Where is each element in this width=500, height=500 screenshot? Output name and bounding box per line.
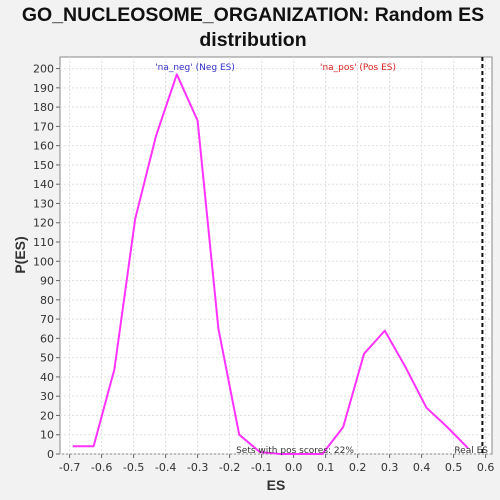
y-tick-label: 20 xyxy=(40,409,54,422)
y-tick-label: 50 xyxy=(40,352,54,365)
y-tick-label: 10 xyxy=(40,429,54,442)
y-tick-label: 90 xyxy=(40,275,54,288)
real-es-label: Real ES xyxy=(454,446,488,456)
x-axis-label: ES xyxy=(267,477,286,493)
y-tick-label: 40 xyxy=(40,371,54,384)
y-axis-label: P(ES) xyxy=(12,236,28,273)
x-tick-label: -0.5 xyxy=(123,461,144,474)
x-tick-label: 0.6 xyxy=(477,461,495,474)
y-tick-label: 200 xyxy=(33,63,54,76)
x-tick-label: -0.2 xyxy=(219,461,240,474)
y-tick-label: 0 xyxy=(47,448,54,461)
y-tick-label: 60 xyxy=(40,332,54,345)
y-tick-label: 70 xyxy=(40,313,54,326)
x-tick-label: 0.0 xyxy=(285,461,303,474)
y-tick-label: 160 xyxy=(33,140,54,153)
plot-area xyxy=(59,56,493,455)
x-axis-ticks: -0.7 -0.6 -0.5 -0.4 -0.3 -0.2 -0.1 0.0 0.1 0.2 0.3… xyxy=(59,454,494,474)
y-tick-label: 30 xyxy=(40,390,54,403)
y-tick-label: 140 xyxy=(33,178,54,191)
x-tick-label: -0.1 xyxy=(251,461,272,474)
y-tick-label: 190 xyxy=(33,82,54,95)
x-tick-label: 0.3 xyxy=(381,461,399,474)
y-tick-label: 130 xyxy=(33,197,54,210)
x-tick-label: 0.1 xyxy=(317,461,335,474)
random-es-distribution-line xyxy=(72,73,469,455)
y-tick-label: 80 xyxy=(40,294,54,307)
x-tick-label: 0.2 xyxy=(349,461,367,474)
x-tick-label: -0.6 xyxy=(91,461,112,474)
neg-es-label: 'na_neg' (Neg ES) xyxy=(155,63,235,73)
chart-title-line-1: GO_NUCLEOSOME_ORGANIZATION: Random ES xyxy=(22,4,484,26)
pos-es-label: 'na_pos' (Pos ES) xyxy=(320,63,396,73)
y-tick-label: 120 xyxy=(33,217,54,230)
y-tick-label: 170 xyxy=(33,120,54,133)
chart-title-line-2: distribution xyxy=(199,29,306,51)
y-axis-ticks: 0 10 20 30 40 50 60 70 80 90 100 110 120 130 140 150 160… xyxy=(33,63,60,461)
y-tick-label: 100 xyxy=(33,255,54,268)
y-tick-label: 110 xyxy=(33,236,54,249)
y-tick-label: 150 xyxy=(33,159,54,172)
x-tick-label: -0.7 xyxy=(59,461,80,474)
x-tick-label: -0.4 xyxy=(155,461,176,474)
x-tick-label: 0.4 xyxy=(413,461,431,474)
sets-pos-scores-label: Sets with pos scores: 22% xyxy=(236,446,354,456)
y-tick-label: 180 xyxy=(33,101,54,114)
x-tick-label: -0.3 xyxy=(187,461,208,474)
x-tick-label: 0.5 xyxy=(445,461,463,474)
